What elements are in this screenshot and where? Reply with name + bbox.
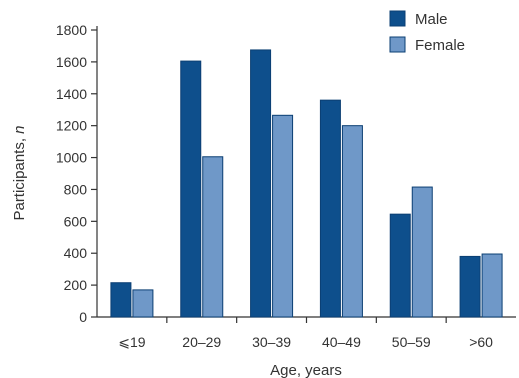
bar-male xyxy=(389,213,411,318)
y-tick-label: 1400 xyxy=(56,86,87,102)
bar-female xyxy=(272,114,294,318)
y-tick-label: 1200 xyxy=(56,118,87,134)
y-tick-label: 400 xyxy=(64,245,88,261)
bar-female xyxy=(481,253,503,318)
legend: Male Female xyxy=(389,10,465,54)
bar-female xyxy=(202,156,224,318)
y-tick-label: 1000 xyxy=(56,150,87,166)
y-axis-title-variable: n xyxy=(11,125,28,133)
x-tick-label: >60 xyxy=(469,334,493,350)
x-tick-label: 20–29 xyxy=(182,334,221,350)
legend-swatch-male xyxy=(389,10,406,27)
bar-male xyxy=(250,49,272,318)
y-tick-label: 600 xyxy=(64,213,88,229)
bar-male xyxy=(180,60,202,318)
x-axis: ⩽19 20–29 30–39 40–49 50–59 >60 xyxy=(97,316,516,350)
legend-swatch-female xyxy=(389,36,406,53)
y-axis-title-text: Participants, xyxy=(11,134,28,221)
x-tick-label: 30–39 xyxy=(252,334,291,350)
y-tick-label: 1800 xyxy=(56,22,87,38)
y-axis: 0 200 400 600 800 1000 1200 1400 1600 1800 xyxy=(56,22,98,325)
x-tick-label: 50–59 xyxy=(392,334,431,350)
y-tick-label: 1600 xyxy=(56,54,87,70)
y-tick-label: 200 xyxy=(64,277,88,293)
x-tick-label: 40–49 xyxy=(322,334,361,350)
bars xyxy=(110,49,503,318)
bar-female xyxy=(341,125,363,318)
bar-male xyxy=(110,282,132,318)
bar-female xyxy=(132,289,154,318)
legend-label-female: Female xyxy=(415,37,465,54)
bar-male xyxy=(319,99,341,318)
y-axis-title: Participants, n xyxy=(11,125,28,220)
bar-male xyxy=(459,255,481,318)
legend-label-male: Male xyxy=(415,11,448,28)
y-tick-label: 800 xyxy=(64,181,88,197)
x-axis-title: Age, years xyxy=(270,362,342,378)
x-tick-label: ⩽19 xyxy=(118,334,146,350)
bar-female xyxy=(411,186,433,318)
y-tick-label: 0 xyxy=(79,309,87,325)
